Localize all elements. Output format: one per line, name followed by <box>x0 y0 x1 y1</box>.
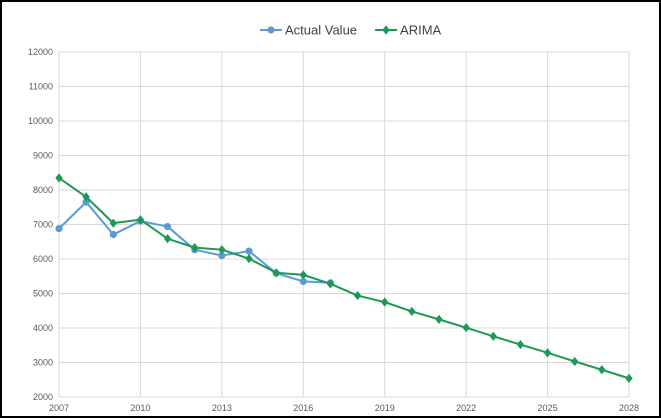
arima-point <box>435 314 443 324</box>
actual-value-point <box>109 230 117 239</box>
series-layer <box>55 173 633 383</box>
x-tick-label: 2022 <box>456 403 476 413</box>
arima-point <box>543 348 552 358</box>
arima-point <box>353 290 362 301</box>
arima-line <box>58 177 630 380</box>
arima-point <box>382 25 390 35</box>
legend-label: Actual Value <box>285 23 357 38</box>
arima-point <box>598 365 606 375</box>
arima-point <box>191 243 199 253</box>
y-axis-ticks: 2000 3000 4000 5000 6000 7000 8000 9000 10000 110… <box>28 47 53 402</box>
x-tick-label: 2025 <box>538 403 558 413</box>
x-tick-label: 2007 <box>49 403 69 413</box>
arima-point <box>272 268 280 278</box>
arima-point <box>299 270 307 280</box>
arima-point <box>136 215 145 225</box>
actual-value-point <box>245 247 253 255</box>
arima-point <box>381 297 389 307</box>
y-tick-label: 8000 <box>33 185 53 195</box>
x-tick-label: 2013 <box>212 403 232 413</box>
grid-lines <box>58 51 630 398</box>
arima-point <box>163 234 172 244</box>
y-tick-label: 3000 <box>33 358 53 368</box>
arima-point <box>109 218 117 228</box>
arima-point <box>571 356 579 367</box>
x-tick-label: 2016 <box>293 403 313 413</box>
y-tick-label: 6000 <box>33 254 53 264</box>
arima-point <box>55 173 63 183</box>
arima-point <box>408 306 416 317</box>
y-tick-label: 9000 <box>33 151 53 161</box>
x-tick-label: 2019 <box>375 403 395 413</box>
arima-point <box>625 373 633 383</box>
arima-point <box>218 245 226 255</box>
y-tick-label: 5000 <box>33 289 53 299</box>
actual-value-line <box>58 201 331 284</box>
y-tick-label: 11000 <box>29 82 53 92</box>
actual-value-point <box>163 222 172 231</box>
arima-point <box>82 192 90 202</box>
y-tick-label: 7000 <box>33 220 53 230</box>
legend-item-arima: ARIMA <box>375 23 442 38</box>
y-tick-label: 12000 <box>28 47 53 57</box>
x-axis-ticks: 2007 2010 2013 2016 2019 2022 2025 2028 <box>49 403 639 413</box>
arima-point <box>489 331 497 341</box>
x-tick-label: 2028 <box>619 403 639 413</box>
actual-value-point <box>299 277 307 286</box>
arima-series <box>55 173 633 383</box>
arima-point <box>516 339 525 350</box>
arima-point <box>326 279 335 289</box>
arima-point <box>462 323 470 333</box>
y-tick-label: 10000 <box>28 116 53 126</box>
legend-item-actual-value: Actual Value <box>260 23 357 38</box>
actual-value-point <box>218 251 226 260</box>
x-tick-label: 2010 <box>130 403 150 413</box>
legend-label: ARIMA <box>400 23 442 38</box>
y-tick-label: 2000 <box>33 392 53 402</box>
actual-value-point <box>82 198 90 206</box>
actual-value-point <box>55 225 63 233</box>
y-tick-label: 4000 <box>33 323 53 333</box>
actual-value-point <box>267 26 275 34</box>
arima-point <box>245 254 253 264</box>
legend: Actual Value ARIMA <box>260 23 442 38</box>
